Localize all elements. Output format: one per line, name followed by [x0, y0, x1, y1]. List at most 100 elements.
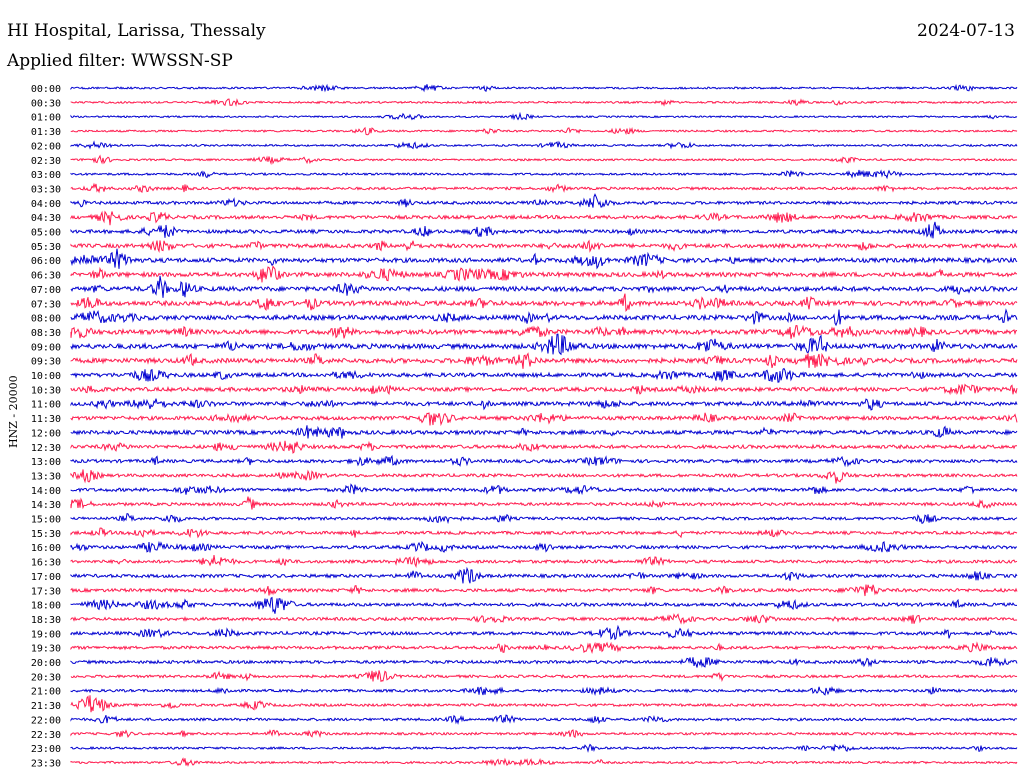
seismic-trace — [70, 383, 1018, 396]
row-time-label: 18:00 — [31, 601, 61, 612]
seismic-trace — [70, 425, 1018, 439]
seismic-trace — [70, 221, 1018, 239]
row-time-label: 06:30 — [31, 271, 61, 282]
row-time-label: 03:00 — [31, 170, 61, 181]
seismic-trace — [70, 527, 1018, 539]
row-time-label: 00:30 — [31, 98, 61, 109]
row-time-label: 17:00 — [31, 572, 61, 583]
row-time-label: 15:00 — [31, 515, 61, 526]
seismic-trace — [70, 469, 1018, 484]
row-time-label: 08:00 — [31, 314, 61, 325]
row-time-label: 11:30 — [31, 414, 61, 425]
seismic-trace — [70, 757, 1018, 767]
seismic-trace — [70, 239, 1018, 253]
row-time-label: 10:00 — [31, 371, 61, 382]
seismic-trace — [70, 169, 1018, 180]
seismic-trace — [70, 126, 1018, 136]
seismic-trace — [70, 686, 1018, 697]
seismic-trace — [70, 293, 1018, 312]
row-time-label: 14:30 — [31, 500, 61, 511]
seismic-trace — [70, 324, 1018, 339]
seismic-trace — [70, 566, 1018, 584]
station-title: HI Hospital, Larissa, Thessaly — [7, 21, 266, 41]
row-time-label: 09:30 — [31, 357, 61, 368]
seismic-trace — [70, 412, 1018, 427]
row-time-label: 22:00 — [31, 715, 61, 726]
seismic-trace — [70, 641, 1018, 654]
seismic-trace — [70, 440, 1017, 454]
row-time-label: 07:30 — [31, 299, 61, 310]
seismic-trace — [70, 496, 1018, 510]
row-time-label: 20:30 — [31, 672, 61, 683]
row-time-label: 12:30 — [31, 443, 61, 454]
seismic-trace — [70, 111, 1018, 121]
row-time-label: 15:30 — [31, 529, 61, 540]
seismic-trace — [70, 265, 1018, 283]
row-time-label: 11:00 — [31, 400, 61, 411]
row-time-label: 03:30 — [31, 184, 61, 195]
row-time-label: 00:00 — [31, 84, 61, 95]
seismic-trace — [70, 210, 1018, 226]
row-time-label: 12:00 — [31, 428, 61, 439]
seismic-trace — [70, 333, 1018, 356]
row-time-label: 02:00 — [31, 141, 61, 152]
row-time-label: 16:00 — [31, 543, 61, 554]
row-time-label: 22:30 — [31, 730, 61, 741]
seismic-trace — [70, 596, 1017, 614]
row-time-label: 13:30 — [31, 471, 61, 482]
seismic-trace — [70, 248, 1018, 270]
seismic-trace — [70, 83, 1018, 93]
row-time-label: 05:30 — [31, 242, 61, 253]
seismic-trace — [70, 193, 1018, 208]
seismic-trace — [70, 513, 1018, 525]
seismic-trace — [70, 275, 1018, 298]
row-time-label: 23:00 — [31, 744, 61, 755]
row-time-label: 14:00 — [31, 486, 61, 497]
row-time-label: 04:00 — [31, 199, 61, 210]
row-time-label: 08:30 — [31, 328, 61, 339]
seismic-trace — [70, 657, 1018, 668]
seismic-trace — [70, 308, 1018, 327]
row-time-label: 05:00 — [31, 228, 61, 239]
row-time-label: 01:30 — [31, 127, 61, 138]
seismic-trace — [70, 367, 1018, 383]
row-time-label: 07:00 — [31, 285, 61, 296]
seismic-trace — [70, 584, 1018, 597]
seismic-trace — [70, 154, 1018, 166]
seismic-trace — [70, 729, 1018, 739]
applied-filter: Applied filter: WWSSN-SP — [7, 51, 233, 71]
seismic-trace — [70, 98, 1018, 107]
row-time-label: 16:30 — [31, 558, 61, 569]
row-time-label: 04:30 — [31, 213, 61, 224]
row-time-label: 01:00 — [31, 113, 61, 124]
seismic-trace — [70, 670, 1018, 683]
seismic-trace — [70, 555, 1018, 568]
row-time-label: 02:30 — [31, 156, 61, 167]
seismic-trace — [70, 182, 1018, 194]
row-time-label: 19:30 — [31, 644, 61, 655]
seismic-trace — [70, 624, 1018, 641]
seismic-trace — [70, 743, 1018, 753]
record-date: 2024-07-13 — [916, 21, 1015, 41]
row-time-label: 17:30 — [31, 586, 61, 597]
seismic-trace — [70, 483, 1018, 496]
row-time-label: 10:30 — [31, 385, 61, 396]
row-time-label: 18:30 — [31, 615, 61, 626]
seismic-trace — [70, 695, 1018, 713]
seismic-trace — [70, 540, 1017, 553]
seismic-trace — [70, 714, 1018, 725]
row-time-label: 09:00 — [31, 342, 61, 353]
seismic-trace — [70, 398, 1018, 411]
row-time-label: 21:30 — [31, 701, 61, 712]
seismic-trace — [70, 454, 1018, 468]
seismic-trace — [70, 140, 1018, 150]
row-time-label: 20:00 — [31, 658, 61, 669]
row-time-label: 13:00 — [31, 457, 61, 468]
row-time-label: 06:00 — [31, 256, 61, 267]
seismic-trace — [70, 613, 1018, 625]
row-time-label: 21:00 — [31, 687, 61, 698]
seismic-trace — [70, 352, 1018, 369]
row-time-label: 19:00 — [31, 629, 61, 640]
row-time-label: 23:30 — [31, 758, 61, 769]
